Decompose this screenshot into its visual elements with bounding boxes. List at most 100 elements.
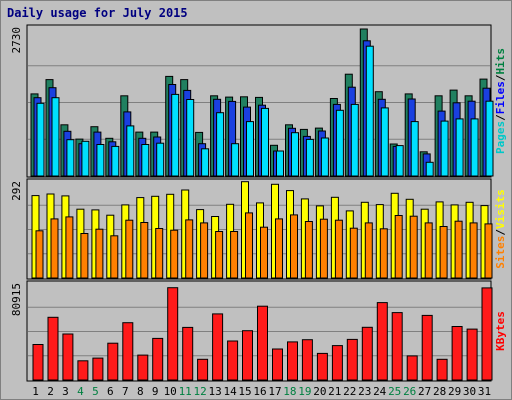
panel-visits-max-label: 292: [10, 181, 23, 201]
x-tick-label-day-10: 10: [164, 385, 177, 398]
bar-hits-pages-day-31: [485, 100, 494, 177]
bar-hits-pages-day-15: [246, 121, 254, 177]
bar-kbytes-kbytes-day-15: [242, 330, 253, 381]
bar-visits-sites-day-6: [110, 235, 119, 279]
series-label-separator: /: [494, 114, 507, 121]
bar-visits-sites-day-27: [424, 222, 433, 279]
bar-visits-sites-day-29: [454, 220, 463, 279]
x-tick-label-day-21: 21: [328, 385, 341, 398]
bar-hits-pages-day-28: [440, 120, 449, 177]
x-tick-label-day-12: 12: [193, 385, 206, 398]
bar-visits-sites-day-20: [319, 218, 328, 279]
x-tick-label-day-8: 8: [137, 385, 144, 398]
x-tick-label-day-16: 16: [253, 385, 266, 398]
panel-kbytes-max-label: 80915: [10, 283, 23, 316]
bar-kbytes-kbytes-day-30: [466, 328, 478, 381]
bar-hits-pages-day-26: [410, 121, 419, 177]
x-tick-label-day-3: 3: [62, 385, 69, 398]
bar-hits-pages-day-14: [231, 143, 240, 177]
bar-visits-sites-day-11: [185, 219, 194, 279]
x-tick-label-day-17: 17: [268, 385, 281, 398]
bar-kbytes-kbytes-day-7: [122, 322, 134, 381]
bar-visits-sites-day-10: [170, 229, 179, 279]
x-tick-label-day-18: 18: [283, 385, 296, 398]
bar-kbytes-kbytes-day-18: [287, 341, 298, 381]
x-tick-label-day-4: 4: [77, 385, 84, 398]
bar-hits-pages-day-18: [291, 132, 299, 177]
x-tick-label-day-5: 5: [92, 385, 99, 398]
x-tick-label-day-11: 11: [179, 385, 192, 398]
chart-title: Daily usage for July 2015: [7, 6, 188, 20]
bar-visits-sites-day-22: [349, 227, 358, 279]
bar-kbytes-kbytes-day-10: [167, 287, 179, 381]
x-tick-label-day-26: 26: [403, 385, 416, 398]
bar-kbytes-kbytes-day-26: [406, 355, 418, 381]
x-tick-label-day-2: 2: [47, 385, 54, 398]
bar-hits-pages-day-25: [395, 145, 404, 177]
bar-hits-pages-day-6: [111, 145, 120, 177]
bar-visits-sites-day-4: [80, 233, 89, 279]
bar-hits-pages-day-27: [425, 161, 434, 177]
series-label-separator: /: [494, 229, 507, 236]
bar-kbytes-kbytes-day-6: [107, 342, 119, 381]
bar-hits-pages-day-11: [186, 99, 195, 177]
bar-hits-pages-day-1: [36, 102, 45, 177]
bar-hits-pages-day-17: [276, 150, 284, 177]
series-label-kbytes: KBytes: [494, 311, 507, 351]
bar-kbytes-kbytes-day-28: [436, 358, 448, 381]
series-label-sites: Sites: [494, 236, 507, 269]
bar-visits-sites-day-12: [200, 222, 209, 279]
bar-kbytes-kbytes-day-22: [346, 338, 358, 381]
x-tick-label-day-27: 27: [418, 385, 431, 398]
x-tick-label-day-28: 28: [433, 385, 446, 398]
x-tick-label-day-23: 23: [358, 385, 371, 398]
bar-hits-pages-day-4: [81, 140, 90, 177]
bar-kbytes-kbytes-day-1: [32, 344, 44, 381]
bar-kbytes-kbytes-day-9: [152, 337, 164, 381]
bar-visits-sites-day-23: [364, 222, 373, 279]
bar-kbytes-kbytes-day-25: [391, 312, 403, 381]
bar-visits-sites-day-19: [304, 221, 313, 279]
bar-kbytes-kbytes-day-27: [421, 314, 433, 381]
bar-hits-pages-day-5: [96, 144, 105, 177]
x-tick-label-day-25: 25: [388, 385, 401, 398]
panel-hits-max-label: 2730: [10, 27, 23, 54]
bar-kbytes-kbytes-day-3: [62, 333, 74, 381]
bar-visits-sites-day-24: [379, 228, 388, 279]
bar-hits-pages-day-9: [156, 142, 165, 177]
bar-visits-sites-day-9: [155, 228, 164, 279]
bar-hits-pages-day-8: [141, 144, 150, 177]
bar-visits-sites-day-3: [65, 216, 74, 279]
x-tick-label-day-6: 6: [107, 385, 114, 398]
bar-visits-sites-day-31: [484, 223, 493, 279]
bar-visits-sites-day-13: [215, 231, 224, 279]
bar-visits-sites-day-25: [394, 215, 403, 279]
x-tick-label-day-24: 24: [373, 385, 387, 398]
x-tick-label-day-31: 31: [478, 385, 491, 398]
bar-kbytes-kbytes-day-19: [301, 339, 313, 381]
x-tick-label-day-29: 29: [448, 385, 461, 398]
bar-visits-sites-day-5: [95, 228, 104, 279]
bar-visits-sites-day-17: [275, 218, 283, 279]
series-label-files: Files: [494, 81, 507, 114]
bar-hits-pages-day-30: [470, 118, 479, 177]
x-tick-label-day-9: 9: [152, 385, 159, 398]
x-tick-label-day-19: 19: [298, 385, 311, 398]
bar-hits-pages-day-19: [305, 138, 314, 177]
bar-kbytes-kbytes-day-11: [182, 326, 194, 381]
x-tick-label-day-30: 30: [463, 385, 476, 398]
bar-visits-sites-day-16: [260, 226, 268, 279]
bar-visits-sites-day-30: [469, 222, 478, 279]
bar-kbytes-kbytes-day-21: [331, 345, 343, 381]
bar-visits-sites-day-8: [140, 222, 149, 279]
panel-visits-series-labels: Sites/Visits: [494, 189, 507, 269]
bar-kbytes-kbytes-day-5: [92, 357, 104, 381]
bar-kbytes-kbytes-day-12: [197, 358, 209, 381]
series-label-separator: /: [494, 74, 507, 81]
bar-hits-pages-day-3: [66, 139, 75, 177]
bar-kbytes-kbytes-day-13: [212, 313, 224, 381]
bar-visits-sites-day-15: [245, 212, 253, 279]
bar-kbytes-kbytes-day-4: [77, 360, 89, 381]
series-label-hits: Hits: [494, 48, 507, 75]
